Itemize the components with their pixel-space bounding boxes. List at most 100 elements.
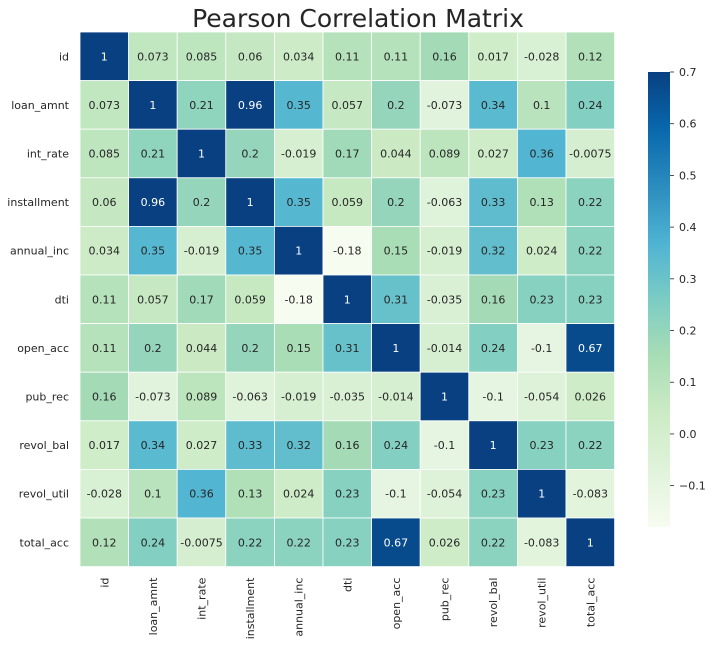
cell-value-label: -0.035 [330, 391, 365, 404]
cell-value-label: 0.2 [241, 342, 259, 355]
heatmap-cell [517, 31, 567, 81]
cell-value-label: 0.34 [141, 439, 166, 452]
heatmap-cell [322, 80, 372, 130]
cell-value-label: -0.0075 [569, 148, 611, 161]
cell-value-label: 0.67 [384, 536, 409, 549]
cell-value-label: 1 [101, 50, 108, 63]
cell-value-label: 1 [587, 536, 594, 549]
cell-value-label: 0.1 [144, 488, 162, 501]
column-labels: id loan_amnt int_rate installment annual_inc… [98, 577, 597, 639]
cell-value-label: -0.019 [281, 148, 316, 161]
row-tick-label: dti [55, 293, 69, 306]
cell-value-label: 0.06 [238, 50, 263, 63]
heatmap-cell [468, 420, 518, 470]
cell-value-label: 0.027 [186, 439, 218, 452]
heatmap-cell [273, 517, 324, 567]
row-tick-label: int_rate [27, 148, 69, 161]
cell-value-label: 0.034 [89, 245, 121, 258]
heatmap-cell [79, 468, 129, 519]
cell-value-label: 0.35 [238, 245, 263, 258]
cell-value-label: -0.18 [333, 245, 361, 258]
cell-value-label: 0.024 [526, 245, 558, 258]
cell-value-label: -0.019 [427, 245, 462, 258]
chart-title: Pearson Correlation Matrix [192, 4, 524, 33]
column-tick-label: installment [244, 577, 257, 639]
cell-value-label: -0.028 [87, 488, 122, 501]
cell-value-label: 0.22 [238, 536, 263, 549]
heatmap-cell [565, 468, 615, 519]
heatmap-cell [322, 31, 372, 81]
heatmap-cell [273, 128, 324, 179]
heatmap-cell [468, 80, 518, 130]
cell-value-label: 0.06 [92, 196, 117, 209]
row-tick-label: revol_util [19, 488, 69, 501]
cell-value-label: 0.2 [387, 99, 405, 112]
heatmap-cell [225, 371, 275, 422]
cell-value-label: 0.23 [481, 488, 506, 501]
heatmap-cell [273, 80, 324, 130]
heatmap-cell [371, 323, 421, 373]
heatmap-cell [79, 323, 129, 373]
cell-value-label: 0.13 [238, 488, 263, 501]
heatmap-cell [176, 80, 227, 130]
cell-value-label: 1 [538, 488, 545, 501]
heatmap-cell [322, 274, 372, 324]
cell-value-label: 0.2 [193, 196, 211, 209]
cell-value-label: 0.026 [575, 391, 607, 404]
colorbar-tick-label: 0.7 [679, 66, 697, 79]
cell-value-label: 0.089 [429, 148, 461, 161]
cell-value-label: 0.085 [186, 50, 218, 63]
cell-value-label: 0.2 [241, 148, 259, 161]
heatmap-cell [225, 274, 275, 324]
heatmap-cell [517, 420, 567, 470]
cell-value-label: 0.15 [286, 342, 311, 355]
cell-value-label: 0.034 [283, 50, 315, 63]
heatmap-cell [468, 323, 518, 373]
cell-value-label: -0.019 [184, 245, 219, 258]
colorbar-tick-label: 0.1 [679, 376, 697, 389]
column-tick-label: total_acc [584, 578, 597, 628]
heatmap-cell [322, 468, 372, 519]
heatmap-cell [419, 31, 470, 81]
cell-value-label: 1 [441, 391, 448, 404]
heatmap-cell [565, 225, 615, 276]
colorbar-tick-label: 0.2 [679, 325, 697, 338]
cell-value-label: 0.073 [89, 99, 121, 112]
cell-value-label: 0.22 [578, 196, 603, 209]
cell-value-label: -0.054 [427, 488, 462, 501]
heatmap-cell [371, 225, 421, 276]
heatmap-cell [176, 177, 227, 227]
colorbar: −0.1 0.0 0.1 0.2 0.3 0.4 0.5 0.6 0.7 [648, 66, 706, 527]
heatmap-cell [322, 177, 372, 227]
cell-value-label: -0.1 [434, 439, 455, 452]
heatmap-cell [322, 371, 372, 422]
heatmap-cell [468, 128, 518, 179]
heatmap-cell [176, 225, 227, 276]
heatmap-cell [565, 177, 615, 227]
cell-value-label: 0.017 [477, 50, 509, 63]
cell-value-label: 0.15 [384, 245, 409, 258]
row-tick-label: id [59, 50, 69, 63]
cell-value-label: 1 [149, 99, 156, 112]
heatmap-cell [128, 517, 178, 567]
cell-value-label: -0.1 [482, 391, 503, 404]
cell-value-label: 0.96 [238, 99, 263, 112]
heatmap-cell [371, 80, 421, 130]
heatmap-cell [565, 517, 615, 567]
cell-value-label: -0.014 [378, 391, 413, 404]
heatmap-cell [419, 371, 470, 422]
colorbar-tick-label: 0.4 [679, 221, 697, 234]
cell-value-label: 1 [490, 439, 497, 452]
cell-value-label: -0.073 [427, 99, 462, 112]
cell-value-label: 0.11 [92, 342, 117, 355]
heatmap-cell [517, 371, 567, 422]
cell-value-label: -0.1 [531, 342, 552, 355]
colorbar-tick-label: 0.3 [679, 273, 697, 286]
heatmap-cell [517, 517, 567, 567]
cell-value-label: 0.2 [144, 342, 162, 355]
cell-value-label: 0.059 [234, 293, 266, 306]
cell-value-label: 0.16 [335, 439, 360, 452]
cell-value-label: 0.22 [481, 536, 506, 549]
cell-value-label: 1 [392, 342, 399, 355]
cell-value-label: 0.089 [186, 391, 218, 404]
